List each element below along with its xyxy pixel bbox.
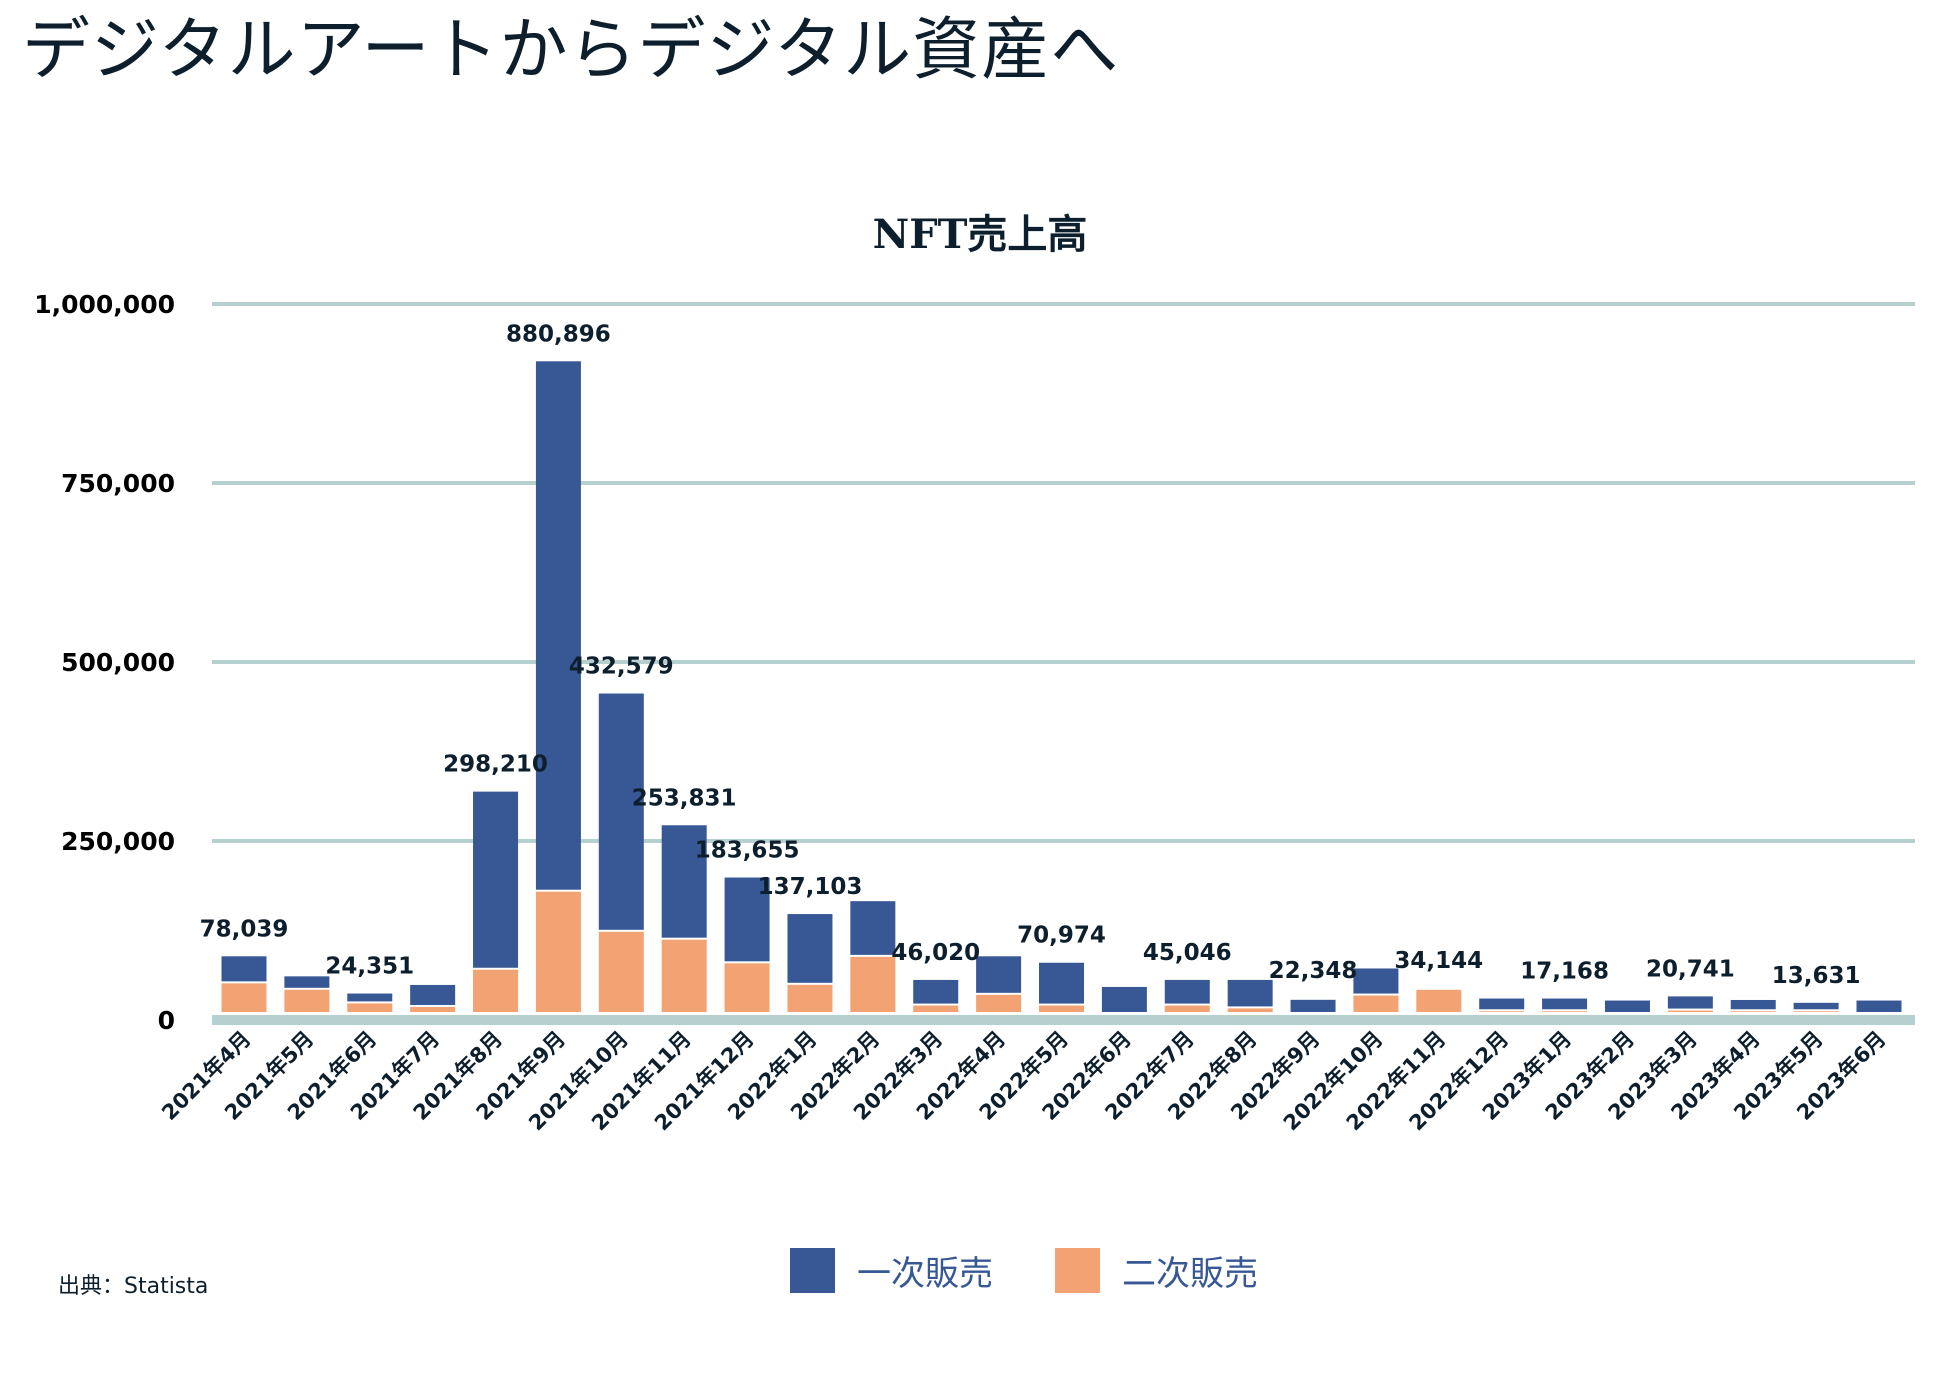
data-label: 137,103 xyxy=(758,874,863,900)
bar-primary[interactable] xyxy=(1793,1002,1839,1010)
bar-primary[interactable] xyxy=(598,693,644,930)
bar-secondary[interactable] xyxy=(221,983,267,1012)
bar-secondary[interactable] xyxy=(1542,1011,1588,1012)
data-label: 13,631 xyxy=(1772,963,1861,989)
bar-primary[interactable] xyxy=(661,825,707,938)
bar-secondary[interactable] xyxy=(347,1003,393,1012)
bar-secondary[interactable] xyxy=(1730,1011,1776,1012)
data-label: 45,046 xyxy=(1143,940,1232,966)
bar-secondary[interactable] xyxy=(1353,995,1399,1012)
data-label: 46,020 xyxy=(891,940,980,966)
bar-primary[interactable] xyxy=(347,993,393,1002)
bar-secondary[interactable] xyxy=(535,891,581,1012)
bar-primary[interactable] xyxy=(284,976,330,988)
bar-primary[interactable] xyxy=(1479,998,1525,1010)
data-label: 298,210 xyxy=(443,752,548,778)
bar-primary[interactable] xyxy=(473,791,519,968)
data-label: 24,351 xyxy=(325,954,414,980)
bar-primary[interactable] xyxy=(1353,968,1399,994)
bar-secondary[interactable] xyxy=(724,963,770,1012)
data-label: 34,144 xyxy=(1394,948,1483,974)
bar-primary[interactable] xyxy=(1542,998,1588,1010)
bar-primary[interactable] xyxy=(976,956,1022,993)
bar-primary[interactable] xyxy=(1604,1000,1650,1012)
data-label: 183,655 xyxy=(695,838,800,864)
y-tick-label: 750,000 xyxy=(61,469,175,498)
bar-secondary[interactable] xyxy=(787,984,833,1012)
bar-primary[interactable] xyxy=(1164,979,1210,1004)
bar-secondary[interactable] xyxy=(976,994,1022,1012)
legend-swatch-primary xyxy=(790,1248,835,1293)
bar-primary[interactable] xyxy=(1730,999,1776,1010)
data-label: 22,348 xyxy=(1269,958,1358,984)
bar-primary[interactable] xyxy=(787,914,833,983)
legend-swatch-secondary xyxy=(1055,1248,1100,1293)
data-label: 78,039 xyxy=(200,916,289,942)
data-label: 17,168 xyxy=(1520,959,1609,985)
bar-primary[interactable] xyxy=(913,979,959,1004)
y-tick-label: 500,000 xyxy=(61,648,175,677)
source-note: 出典：Statista xyxy=(58,1274,209,1299)
bar-secondary[interactable] xyxy=(913,1005,959,1012)
bar-secondary[interactable] xyxy=(1039,1005,1084,1012)
data-label: 880,896 xyxy=(506,321,611,347)
bar-primary[interactable] xyxy=(724,877,770,962)
bar-primary[interactable] xyxy=(1856,1000,1902,1012)
bar-secondary[interactable] xyxy=(1793,1011,1839,1012)
bar-secondary[interactable] xyxy=(850,956,896,1012)
bar-primary[interactable] xyxy=(1101,986,1147,1012)
data-label: 20,741 xyxy=(1646,956,1735,982)
data-label: 253,831 xyxy=(632,785,737,811)
legend: 一次販売 二次販売 xyxy=(790,1246,1320,1295)
bar-secondary[interactable] xyxy=(1227,1008,1273,1012)
y-tick-label: 0 xyxy=(158,1006,175,1035)
legend-item-secondary[interactable]: 二次販売 xyxy=(1055,1246,1258,1295)
bar-secondary[interactable] xyxy=(1164,1005,1210,1012)
bar-primary[interactable] xyxy=(410,984,456,1005)
data-label: 70,974 xyxy=(1017,923,1106,949)
bar-primary[interactable] xyxy=(1290,999,1336,1012)
bar-secondary[interactable] xyxy=(410,1006,456,1012)
chart-title: NFT売上高 xyxy=(873,211,1088,258)
bar-secondary[interactable] xyxy=(598,931,644,1012)
bar-secondary[interactable] xyxy=(1479,1011,1525,1012)
bar-secondary[interactable] xyxy=(1667,1010,1713,1012)
legend-label-primary: 一次販売 xyxy=(857,1254,993,1294)
page-title: デジタルアートからデジタル資産へ xyxy=(22,11,1120,90)
bar-secondary[interactable] xyxy=(1416,989,1462,1012)
bar-primary[interactable] xyxy=(1667,996,1713,1009)
bar-secondary[interactable] xyxy=(473,969,519,1012)
bar-secondary[interactable] xyxy=(284,989,330,1012)
bar-primary[interactable] xyxy=(850,901,896,955)
y-tick-label: 1,000,000 xyxy=(34,290,175,319)
legend-label-secondary: 二次販売 xyxy=(1122,1254,1258,1294)
y-tick-label: 250,000 xyxy=(61,827,175,856)
bar-primary[interactable] xyxy=(535,361,581,890)
bar-primary[interactable] xyxy=(1039,962,1084,1004)
bar-primary[interactable] xyxy=(221,956,267,982)
bar-secondary[interactable] xyxy=(661,939,707,1012)
bar-primary[interactable] xyxy=(1227,979,1273,1007)
data-label: 432,579 xyxy=(569,654,674,680)
legend-item-primary[interactable]: 一次販売 xyxy=(790,1246,993,1295)
